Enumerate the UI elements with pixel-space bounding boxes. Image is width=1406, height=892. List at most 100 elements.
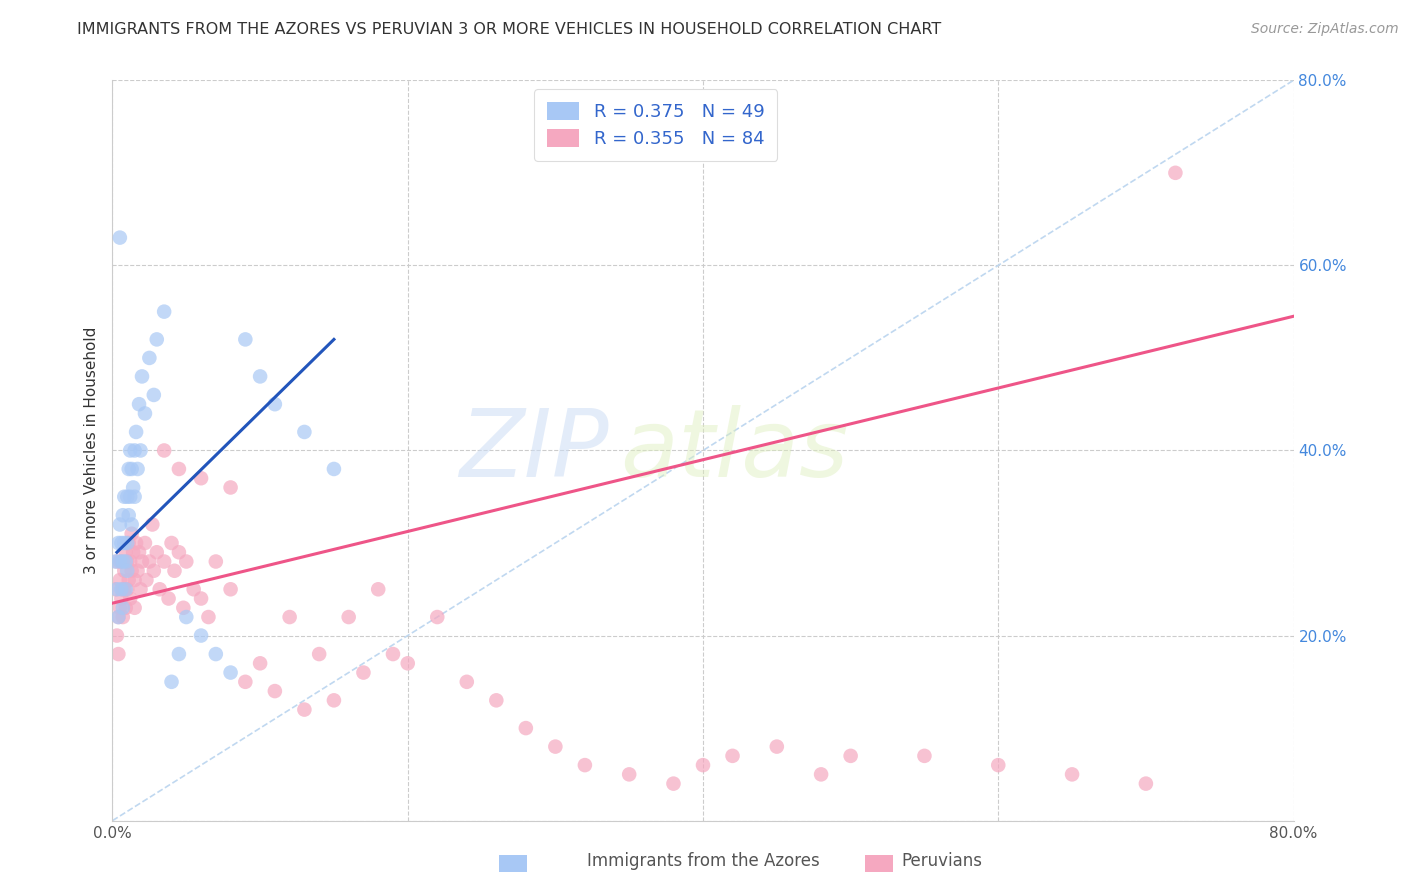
Point xyxy=(110,536,132,550)
Text: IMMIGRANTS FROM THE AZORES VS PERUVIAN 3 OR MORE VEHICLES IN HOUSEHOLD CORRELATI: IMMIGRANTS FROM THE AZORES VS PERUVIAN 3… xyxy=(77,22,942,37)
Point xyxy=(205,554,228,569)
Point xyxy=(149,582,172,597)
Point xyxy=(111,508,134,523)
Point xyxy=(172,600,194,615)
Point xyxy=(108,517,131,532)
Point xyxy=(105,582,128,597)
Point xyxy=(120,591,142,606)
Point xyxy=(127,564,149,578)
Point xyxy=(121,526,143,541)
Point xyxy=(105,554,128,569)
Point xyxy=(337,610,360,624)
Point xyxy=(138,351,160,365)
Text: Source: ZipAtlas.com: Source: ZipAtlas.com xyxy=(1251,22,1399,37)
Point xyxy=(107,610,129,624)
Point xyxy=(142,564,165,578)
Point xyxy=(114,582,136,597)
Point xyxy=(112,564,135,578)
Point xyxy=(662,776,685,791)
Point xyxy=(117,582,138,597)
Point xyxy=(352,665,374,680)
Point xyxy=(117,554,138,569)
Point xyxy=(122,481,145,495)
Point xyxy=(118,462,141,476)
Point xyxy=(121,462,143,476)
Point xyxy=(141,517,163,532)
Point xyxy=(127,462,149,476)
Point xyxy=(574,758,596,772)
Point xyxy=(174,610,197,624)
Point xyxy=(107,610,129,624)
Point xyxy=(120,490,142,504)
Point xyxy=(292,425,315,439)
Point xyxy=(135,573,157,587)
Point xyxy=(108,230,131,244)
Text: ZIP: ZIP xyxy=(458,405,609,496)
Point xyxy=(619,767,641,781)
Point xyxy=(544,739,567,754)
Point xyxy=(249,657,271,671)
Point xyxy=(426,610,449,624)
Point xyxy=(104,554,127,569)
Point xyxy=(323,462,346,476)
Point xyxy=(122,545,145,559)
Point xyxy=(134,536,156,550)
Point xyxy=(124,600,146,615)
Point xyxy=(1062,767,1084,781)
Point xyxy=(118,536,141,550)
Legend: R = 0.375   N = 49, R = 0.355   N = 84: R = 0.375 N = 49, R = 0.355 N = 84 xyxy=(534,89,778,161)
Point xyxy=(120,443,142,458)
Point xyxy=(142,388,165,402)
Point xyxy=(367,582,389,597)
Point xyxy=(108,600,131,615)
Point xyxy=(131,554,153,569)
Point xyxy=(174,554,197,569)
Point xyxy=(264,684,287,698)
Point xyxy=(382,647,405,661)
Point xyxy=(108,573,131,587)
Point xyxy=(515,721,537,735)
Point xyxy=(278,610,301,624)
Point xyxy=(219,582,242,597)
Point xyxy=(138,554,160,569)
Point xyxy=(111,582,134,597)
Point xyxy=(183,582,205,597)
Point xyxy=(111,610,134,624)
Point xyxy=(118,573,141,587)
Point xyxy=(131,369,153,384)
Point xyxy=(190,628,212,642)
Point xyxy=(810,767,832,781)
Point xyxy=(117,490,138,504)
Point xyxy=(1164,166,1187,180)
Point xyxy=(110,582,132,597)
Point xyxy=(485,693,508,707)
Point xyxy=(219,481,242,495)
Point xyxy=(167,545,190,559)
Point xyxy=(107,536,129,550)
Point xyxy=(108,554,131,569)
Y-axis label: 3 or more Vehicles in Household: 3 or more Vehicles in Household xyxy=(84,326,100,574)
Point xyxy=(112,536,135,550)
Point xyxy=(219,665,242,680)
Point xyxy=(114,600,136,615)
Point xyxy=(167,462,190,476)
Point xyxy=(146,332,169,346)
Point xyxy=(134,407,156,421)
Point xyxy=(190,591,212,606)
Point xyxy=(323,693,346,707)
Point xyxy=(190,471,212,485)
Point xyxy=(104,582,127,597)
Point xyxy=(124,490,146,504)
Point xyxy=(129,443,152,458)
Point xyxy=(692,758,714,772)
Point xyxy=(205,647,228,661)
Point xyxy=(264,397,287,411)
Point xyxy=(118,508,141,523)
Point xyxy=(128,545,150,559)
Point xyxy=(167,647,190,661)
Point xyxy=(121,517,143,532)
Point xyxy=(112,490,135,504)
Point xyxy=(292,703,315,717)
Point xyxy=(105,628,128,642)
Point xyxy=(124,443,146,458)
